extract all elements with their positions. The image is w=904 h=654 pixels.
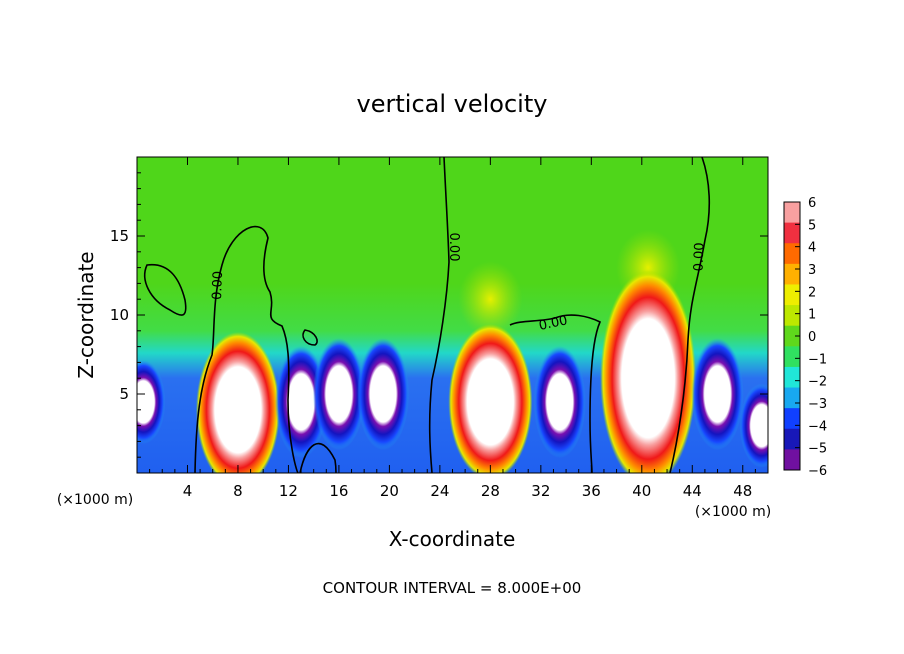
zero-contour-line	[428, 157, 450, 473]
contour-labels: 0.00 0.00 0.00 0.00	[210, 233, 707, 334]
colorbar-tick-label: 3	[808, 263, 816, 278]
y-tick-label: 15	[110, 227, 129, 245]
downdraft-cell	[691, 338, 744, 450]
x-tick-label: 8	[233, 482, 243, 500]
colorbar-tick-label: 4	[808, 241, 816, 256]
contour-label: 0.00	[538, 313, 569, 334]
colorbar-swatch	[784, 387, 800, 409]
colorbar-tick-label: 0	[808, 330, 816, 345]
x-tick-label: 44	[683, 482, 702, 500]
colorbar-tick-label: 6	[808, 196, 816, 211]
colorbar-tick-label: 1	[808, 308, 816, 323]
colorbar-swatch	[784, 202, 800, 224]
colorbar-swatch	[784, 284, 800, 306]
zero-contour-line	[509, 314, 602, 473]
y-axis: 5 10 15	[110, 172, 768, 458]
colorbar: 6 5 4 3 2 1 0 −1 −2 −3 −4 −5 −6	[783, 196, 827, 479]
updraft-cell	[600, 270, 697, 473]
updraft-cell	[448, 323, 533, 473]
colorbar-swatch	[784, 305, 800, 327]
x-tick-label: 4	[183, 482, 193, 500]
colorbar-swatch	[784, 428, 800, 450]
x-unit-label-left: (×1000 m)	[57, 492, 133, 508]
zero-contour-line	[302, 329, 318, 346]
downdraft-cell	[739, 383, 768, 468]
contour-interval-note: CONTOUR INTERVAL = 8.000E+00	[323, 579, 582, 597]
downdraft-cell	[533, 345, 586, 458]
colorbar-swatch	[784, 366, 800, 389]
colorbar-tick-label: −1	[808, 352, 827, 367]
colorbar-tick-label: 5	[808, 218, 816, 233]
x-tick-label: 48	[733, 482, 752, 500]
x-tick-label: 28	[481, 482, 500, 500]
x-axis-label: X-coordinate	[389, 527, 516, 551]
chart-title: vertical velocity	[357, 90, 548, 118]
colorbar-tick-label: −6	[808, 464, 827, 479]
contour-label: 0.00	[446, 233, 461, 262]
x-tick-label: 36	[582, 482, 601, 500]
y-tick-label: 5	[119, 385, 129, 403]
x-axis: 4 8 12 16 20 24 28 32 36 40 44 48	[149, 157, 756, 500]
colorbar-tick-label: −4	[808, 419, 827, 434]
colorbar-tick-label: −2	[808, 375, 827, 390]
colorbar-swatch	[784, 346, 800, 368]
colorbar-swatch	[784, 325, 800, 347]
x-tick-label: 20	[380, 482, 399, 500]
updraft-cell	[195, 331, 280, 473]
x-tick-label: 24	[430, 482, 449, 500]
y-axis-label: Z-coordinate	[74, 251, 98, 378]
colorbar-tick-label: −3	[808, 397, 827, 412]
contour-label: 0.00	[692, 242, 708, 271]
x-tick-label: 32	[531, 482, 550, 500]
x-tick-label: 16	[329, 482, 348, 500]
downdraft-cell	[312, 338, 365, 450]
zero-contour-line	[144, 263, 187, 316]
colorbar-tick-label: −5	[808, 442, 827, 457]
colorbar-swatch	[784, 243, 800, 265]
colorbar-swatch	[784, 263, 800, 285]
updraft-glow	[458, 261, 523, 338]
downdraft-cell	[137, 359, 166, 444]
colorbar-swatch	[784, 222, 800, 244]
zero-contour-line	[194, 225, 299, 473]
x-unit-label-right: (×1000 m)	[695, 504, 771, 520]
velocity-field	[137, 157, 768, 473]
zero-contour-line	[669, 157, 711, 473]
zero-contours	[144, 157, 711, 473]
x-tick-label: 40	[632, 482, 651, 500]
downdraft-cell	[357, 338, 410, 450]
x-tick-label: 12	[279, 482, 298, 500]
y-tick-label: 10	[110, 306, 129, 324]
contour-label: 0.00	[210, 271, 226, 300]
colorbar-swatch	[784, 408, 800, 430]
colorbar-swatch	[784, 449, 800, 471]
colorbar-tick-label: 2	[808, 285, 816, 300]
zero-contour-line	[299, 442, 337, 473]
